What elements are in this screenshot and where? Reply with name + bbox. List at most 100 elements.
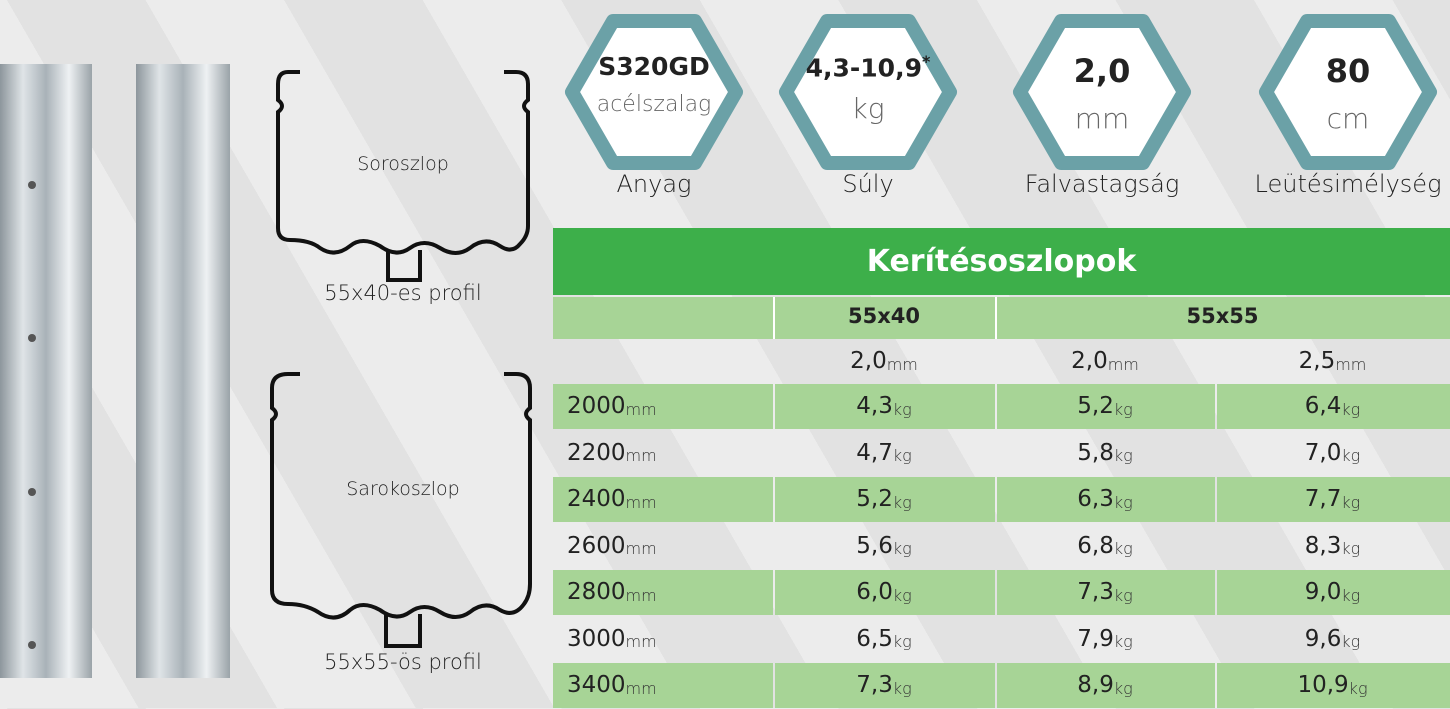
- table-cell: 7,7kg: [1215, 476, 1450, 523]
- cell-unit: kg: [1341, 533, 1360, 558]
- spec-value: S320GD: [598, 52, 709, 81]
- spec-mark: *: [922, 52, 930, 71]
- spec-value-line: 4,3-10,9*: [778, 52, 958, 82]
- cell-value: 5,2: [1077, 393, 1114, 419]
- page: S320GDacélszalagAnyag4,3-10,9*kgSúly2,0m…: [0, 0, 1450, 708]
- cell-value: 7,3: [856, 672, 893, 698]
- cell-unit: mm: [1108, 349, 1139, 374]
- spec-label: Anyag: [544, 170, 764, 198]
- cell-unit: kg: [1114, 626, 1133, 651]
- cell-value: 6,0: [856, 579, 893, 605]
- cell-value: 2800: [567, 579, 626, 605]
- cell-value: 3000: [567, 626, 626, 652]
- post-photo: [0, 64, 92, 678]
- cell-value: 9,6: [1305, 626, 1342, 652]
- cell-value: 2,0: [1071, 348, 1108, 374]
- cell-value: 5,6: [856, 533, 893, 559]
- cell-unit: kg: [1341, 440, 1360, 465]
- cell-unit: kg: [1341, 394, 1360, 419]
- cell-unit: kg: [1114, 580, 1133, 605]
- cell-value: 2600: [567, 533, 626, 559]
- cell-unit: mm: [626, 394, 657, 419]
- cell-value: 9,0: [1305, 579, 1342, 605]
- cell-unit: mm: [887, 349, 918, 374]
- cell-unit: kg: [893, 487, 912, 512]
- cell-value: 2,0: [850, 348, 887, 374]
- cell-value: 6,8: [1077, 533, 1114, 559]
- cell-value: 2200: [567, 440, 626, 466]
- cell-value: 7,9: [1077, 626, 1114, 652]
- cell-value: 7,0: [1305, 440, 1342, 466]
- cell-unit: kg: [1341, 487, 1360, 512]
- cell-value: 4,7: [856, 440, 893, 466]
- cell-value: 8,3: [1305, 533, 1342, 559]
- hexagon: [1020, 21, 1184, 163]
- cell-value: 7,3: [1077, 579, 1114, 605]
- profile-caption: 55x55-ös profil: [280, 650, 526, 674]
- cell-value: 6,5: [856, 626, 893, 652]
- spec-unit: acélszalag: [564, 92, 744, 117]
- cell-value: 3400: [567, 672, 626, 698]
- cell-unit: kg: [1349, 673, 1368, 698]
- cell-unit: kg: [893, 580, 912, 605]
- cell-unit: kg: [893, 440, 912, 465]
- spec-value: 2,0: [1074, 52, 1131, 90]
- cell-unit: kg: [893, 673, 912, 698]
- group-header: 55x40: [773, 304, 995, 328]
- cell-unit: kg: [1114, 394, 1133, 419]
- cell-unit: kg: [1341, 580, 1360, 605]
- spec-value-line: 2,0: [1012, 52, 1192, 90]
- spec-label: Falvastagság: [992, 170, 1212, 198]
- cell-unit: mm: [626, 487, 657, 512]
- cell-value: 7,7: [1305, 486, 1342, 512]
- cell-value: 10,9: [1297, 672, 1348, 698]
- group-header: 55x55: [995, 304, 1450, 328]
- table-cell: 5,2kg: [773, 476, 995, 523]
- cell-value: 5,2: [856, 486, 893, 512]
- spec-unit: cm: [1258, 102, 1438, 135]
- table-cell: 2000mm: [553, 383, 773, 430]
- table-cell: 4,7kg: [773, 430, 995, 477]
- cell-unit: kg: [893, 533, 912, 558]
- table-cell: 2,0mm: [773, 339, 995, 383]
- table-cell: 6,8kg: [995, 523, 1215, 570]
- cell-value: 6,3: [1077, 486, 1114, 512]
- hexagon: [1266, 21, 1430, 163]
- profile-caption: 55x40-es profil: [280, 281, 526, 305]
- cell-unit: kg: [1114, 673, 1133, 698]
- spec-label: Leütésimélység: [1238, 170, 1450, 198]
- spec-value-line: S320GD: [564, 52, 744, 81]
- cell-value: 2000: [567, 393, 626, 419]
- cell-unit: mm: [626, 533, 657, 558]
- profile-name: Soroszlop: [300, 153, 506, 175]
- post-photo: [136, 64, 230, 678]
- cell-unit: kg: [893, 626, 912, 651]
- spec-value-line: 80: [1258, 52, 1438, 90]
- spec-unit: kg: [778, 92, 958, 125]
- spec-unit: mm: [1012, 102, 1192, 135]
- cell-value: 5,8: [1077, 440, 1114, 466]
- table-cell: 9,0kg: [1215, 569, 1450, 616]
- cell-unit: mm: [626, 626, 657, 651]
- cell-value: 2,5: [1299, 348, 1336, 374]
- cell-value: 4,3: [856, 393, 893, 419]
